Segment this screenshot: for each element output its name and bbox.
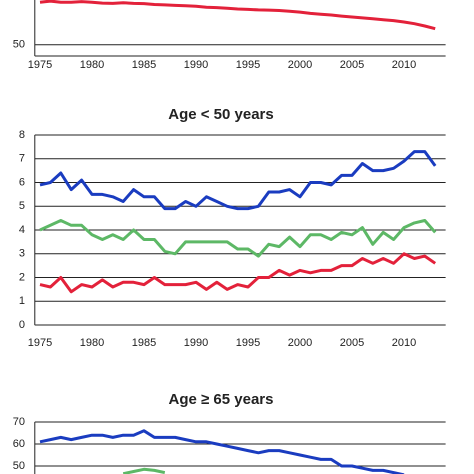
y-tick-label: 50: [13, 39, 25, 51]
plot-area: [39, 150, 437, 294]
data-line: [39, 429, 405, 474]
x-tick-label: 1995: [236, 59, 260, 71]
y-tick-label: 60: [13, 438, 25, 450]
x-tick-label: 1985: [132, 337, 156, 349]
panel-title: Age ≥ 65 years: [169, 391, 274, 408]
x-tick-label: 1990: [184, 59, 208, 71]
x-tick-label: 1990: [184, 337, 208, 349]
x-tick-label: 2010: [392, 337, 416, 349]
y-tick-label: 7: [19, 153, 25, 165]
panel-title: Age < 50 years: [168, 106, 274, 123]
y-tick-label: 1: [19, 295, 25, 307]
y-tick-label: 6: [19, 176, 25, 188]
x-tick-label: 1985: [132, 59, 156, 71]
y-tick-label: 4: [19, 224, 25, 236]
y-tick-label: 50: [13, 460, 25, 472]
x-tick-label: 1980: [80, 337, 104, 349]
y-tick-label: 0: [19, 319, 25, 331]
x-tick-label: 2005: [340, 59, 364, 71]
x-tick-label: 2000: [288, 337, 312, 349]
data-line: [39, 252, 437, 294]
x-tick-label: 2000: [288, 59, 312, 71]
y-tick-label: 2: [19, 271, 25, 283]
y-tick-label: 70: [13, 416, 25, 428]
data-line: [122, 467, 166, 474]
x-tick-label: 1995: [236, 337, 260, 349]
x-tick-label: 1975: [28, 59, 52, 71]
y-tick-label: 3: [19, 248, 25, 260]
y-tick-label: 5: [19, 200, 25, 212]
x-tick-label: 2005: [340, 337, 364, 349]
x-tick-label: 2010: [392, 59, 416, 71]
x-tick-label: 1975: [28, 337, 52, 349]
y-tick-label: 8: [19, 129, 25, 141]
data-line: [39, 150, 437, 211]
data-line: [39, 219, 437, 258]
plot-area: [39, 429, 405, 474]
plot-area: [39, 0, 436, 31]
data-line: [39, 0, 436, 31]
x-tick-label: 1980: [80, 59, 104, 71]
